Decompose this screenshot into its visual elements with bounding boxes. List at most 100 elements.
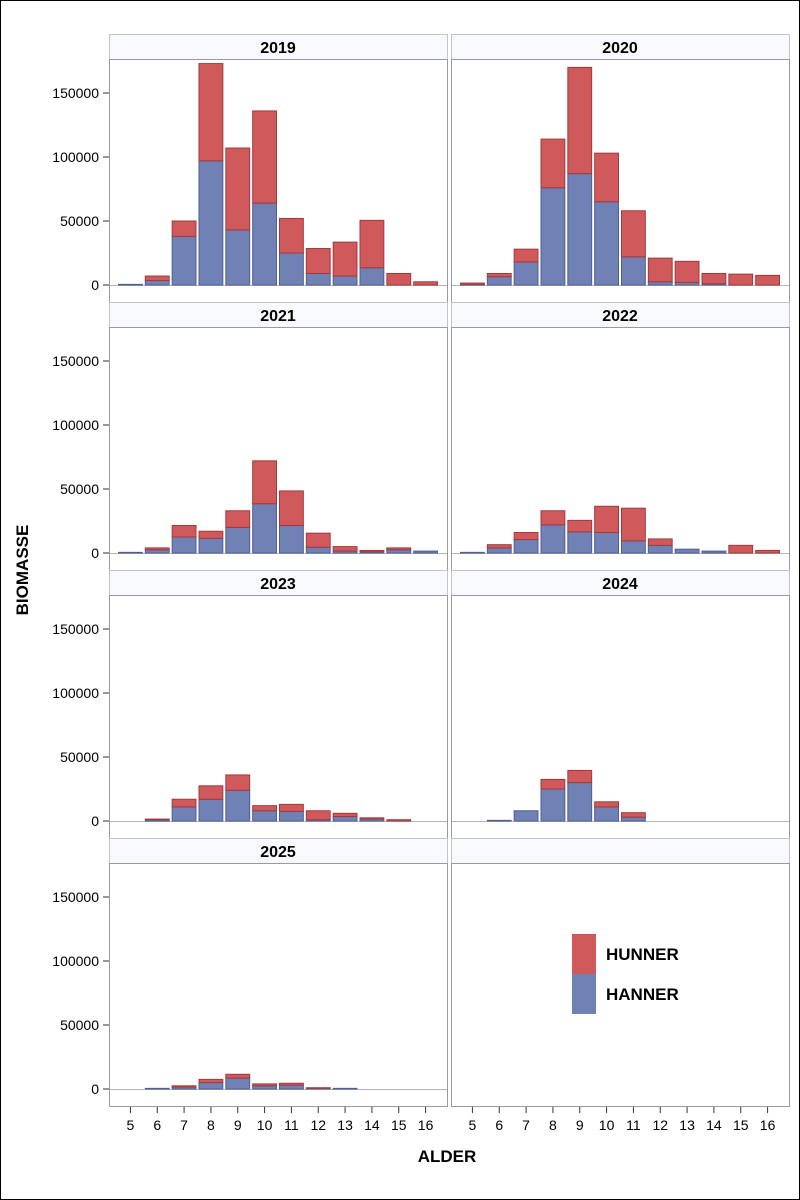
bar-hanner-2020-11 xyxy=(621,256,646,286)
bar-hanner-2019-5 xyxy=(118,283,143,286)
panel-plot-area xyxy=(109,327,448,571)
x-tick-label: 14 xyxy=(706,1117,722,1133)
panel-strip xyxy=(451,34,790,60)
panel-2020: 2020 xyxy=(451,34,790,303)
y-tick-label: 100000 xyxy=(52,417,99,433)
panel-plot-area xyxy=(109,595,448,839)
y-tick-label: 50000 xyxy=(60,749,99,765)
x-tick-label: 9 xyxy=(576,1117,584,1133)
bar-hunner-2022-10 xyxy=(594,505,620,534)
bar-hunner-2023-14 xyxy=(359,817,385,820)
bar-hunner-2019-11 xyxy=(279,217,304,254)
bar-hanner-2021-7 xyxy=(171,536,197,554)
x-tick-label: 14 xyxy=(364,1117,380,1133)
bar-hunner-2025-9 xyxy=(225,1073,251,1079)
x-tick-label: 15 xyxy=(733,1117,749,1133)
bar-hanner-2022-12 xyxy=(647,544,673,554)
bar-hanner-2023-10 xyxy=(252,810,278,822)
panel-title: 2020 xyxy=(602,40,638,57)
bar-hunner-2021-7 xyxy=(171,524,197,538)
bar-hanner-2022-8 xyxy=(540,524,566,554)
bar-hanner-2025-11 xyxy=(279,1084,304,1090)
bar-hanner-2019-9 xyxy=(225,229,251,286)
bar-hunner-2024-10 xyxy=(594,801,620,808)
bar-hanner-2025-13 xyxy=(332,1087,358,1090)
bar-hunner-2019-6 xyxy=(144,275,170,282)
bar-hanner-2025-6 xyxy=(144,1087,170,1090)
bar-hanner-2020-7 xyxy=(513,261,539,286)
panel-plot-area xyxy=(109,863,448,1107)
panel-strip xyxy=(109,34,448,60)
x-tick-label: 16 xyxy=(418,1117,434,1133)
bar-hunner-2020-7 xyxy=(513,248,539,263)
legend: HUNNER HANNER xyxy=(572,934,679,1014)
x-tick-label: 6 xyxy=(495,1117,503,1133)
bar-hunner-2024-8 xyxy=(540,778,566,790)
panel-2021: 2021 xyxy=(109,302,448,571)
bar-hunner-2021-12 xyxy=(305,532,331,548)
x-tick-label: 16 xyxy=(760,1117,776,1133)
bar-hunner-2021-15 xyxy=(386,547,412,551)
panel-plot-area xyxy=(451,863,790,1107)
bar-hanner-2019-11 xyxy=(279,252,304,286)
panel-2019: 2019 xyxy=(109,34,448,303)
legend-label-hunner: HUNNER xyxy=(606,945,679,964)
bar-hanner-2022-9 xyxy=(567,531,593,554)
y-tick-label: 0 xyxy=(91,1081,99,1097)
bar-hunner-2020-12 xyxy=(647,257,673,283)
y-tick-label: 0 xyxy=(91,545,99,561)
bar-hunner-2025-7 xyxy=(171,1085,197,1088)
bar-hunner-2023-7 xyxy=(171,798,197,808)
bar-hanner-2019-7 xyxy=(171,235,197,286)
y-tick-label: 150000 xyxy=(52,889,99,905)
x-tick-label: 8 xyxy=(207,1117,215,1133)
bar-hanner-2023-13 xyxy=(332,816,358,822)
bar-hunner-2019-13 xyxy=(332,241,358,277)
bar-hanner-2020-10 xyxy=(594,201,620,286)
x-tick-label: 10 xyxy=(599,1117,615,1133)
panel-strip xyxy=(451,838,790,864)
bar-hanner-2025-8 xyxy=(198,1082,224,1090)
bar-hunner-2021-14 xyxy=(359,549,385,553)
bar-hanner-2024-10 xyxy=(594,806,620,822)
bar-hanner-2023-9 xyxy=(225,789,251,822)
bar-hunner-2022-7 xyxy=(513,532,539,541)
bar-hanner-2020-6 xyxy=(486,276,512,286)
x-tick-label: 12 xyxy=(310,1117,326,1133)
bar-hunner-2022-16 xyxy=(755,549,781,554)
bar-hunner-2022-8 xyxy=(540,510,566,526)
bar-hunner-2024-9 xyxy=(567,769,593,784)
bar-hunner-2022-6 xyxy=(486,544,512,549)
bar-hunner-2023-13 xyxy=(332,812,358,818)
bar-hunner-2019-12 xyxy=(305,248,331,274)
bar-hunner-2020-5 xyxy=(460,282,485,285)
x-tick-label: 8 xyxy=(549,1117,557,1133)
panel-2024: 2024 xyxy=(451,570,790,839)
bar-hunner-2020-8 xyxy=(540,138,566,189)
x-tick-label: 15 xyxy=(391,1117,407,1133)
bar-hanner-2022-11 xyxy=(621,540,646,554)
bar-hunner-2020-16 xyxy=(755,274,781,286)
bar-hunner-2023-6 xyxy=(144,818,170,821)
bar-hanner-2019-14 xyxy=(359,267,385,286)
panel-2023: 2023 xyxy=(109,570,448,839)
y-tick-label: 150000 xyxy=(52,621,99,637)
x-tick-label: 7 xyxy=(180,1117,188,1133)
bar-hanner-2019-6 xyxy=(144,280,170,286)
bar-hanner-2019-12 xyxy=(305,272,331,286)
y-tick-label: 50000 xyxy=(60,481,99,497)
bar-hanner-2023-11 xyxy=(279,810,304,822)
y-tick-label: 0 xyxy=(91,277,99,293)
panel-title: 2019 xyxy=(260,40,296,57)
panel-2022: 2022 xyxy=(451,302,790,571)
bar-hanner-2023-8 xyxy=(198,798,224,822)
panel-strip xyxy=(451,570,790,596)
bar-hunner-2025-10 xyxy=(252,1083,278,1087)
bar-hunner-2019-14 xyxy=(359,219,385,269)
bar-hanner-2022-13 xyxy=(674,548,700,554)
panel-plot-area xyxy=(451,327,790,571)
y-tick-label: 100000 xyxy=(52,953,99,969)
x-tick-label: 5 xyxy=(127,1117,135,1133)
x-tick-label: 5 xyxy=(469,1117,477,1133)
